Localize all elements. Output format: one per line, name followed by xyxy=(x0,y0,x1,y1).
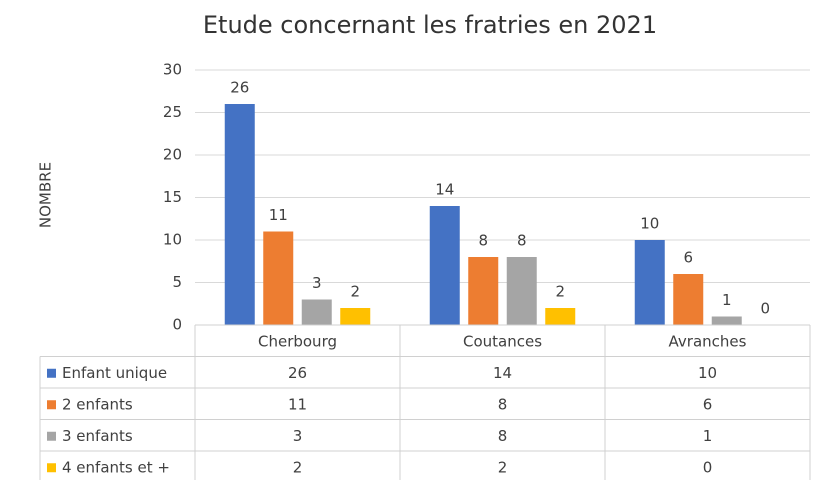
data-label: 3 xyxy=(312,274,322,292)
bar xyxy=(711,316,742,325)
table-cell: 6 xyxy=(703,395,713,413)
data-label: 10 xyxy=(640,215,659,233)
data-label: 1 xyxy=(722,291,732,309)
y-axis-label: NOMBRE xyxy=(37,162,55,228)
x-tick-label: Avranches xyxy=(669,332,747,350)
bar xyxy=(673,274,704,325)
table-cell: 8 xyxy=(498,395,508,413)
y-tick-label: 0 xyxy=(172,316,182,334)
y-tick-label: 20 xyxy=(163,146,182,164)
y-tick-label: 5 xyxy=(172,273,182,291)
table-cell: 10 xyxy=(698,364,717,382)
x-tick-label: Coutances xyxy=(463,332,542,350)
table-cell: 0 xyxy=(703,458,713,476)
table-cell: 11 xyxy=(288,395,307,413)
data-label: 11 xyxy=(269,206,288,224)
y-tick-label: 10 xyxy=(163,231,182,249)
legend-label: 4 enfants et + xyxy=(62,458,170,476)
bar xyxy=(429,206,460,325)
table-cell: 3 xyxy=(293,427,303,445)
data-label: 0 xyxy=(760,300,770,318)
bar xyxy=(340,308,371,325)
bar xyxy=(545,308,576,325)
table-cell: 2 xyxy=(498,458,508,476)
bar xyxy=(224,104,255,325)
table-cell: 26 xyxy=(288,364,307,382)
bar xyxy=(634,240,665,325)
data-label: 2 xyxy=(350,283,360,301)
legend-label: Enfant unique xyxy=(62,364,167,382)
y-tick-label: 15 xyxy=(163,188,182,206)
table-cell: 1 xyxy=(703,427,713,445)
legend-swatch xyxy=(47,431,56,441)
table-cell: 2 xyxy=(293,458,303,476)
data-label: 8 xyxy=(478,232,488,250)
legend-swatch xyxy=(47,400,56,410)
bar xyxy=(263,231,294,325)
legend-label: 3 enfants xyxy=(62,427,133,445)
bar xyxy=(301,299,332,325)
table-cell: 14 xyxy=(493,364,512,382)
x-tick-label: Cherbourg xyxy=(258,332,337,350)
y-tick-label: 25 xyxy=(163,103,182,121)
bar xyxy=(468,257,499,325)
legend-swatch xyxy=(47,463,56,473)
table-cell: 8 xyxy=(498,427,508,445)
data-label: 6 xyxy=(683,249,693,267)
y-tick-label: 30 xyxy=(163,61,182,79)
data-label: 14 xyxy=(435,181,454,199)
legend-label: 2 enfants xyxy=(62,395,133,413)
chart-title: Etude concernant les fratries en 2021 xyxy=(203,11,657,39)
bar xyxy=(506,257,537,325)
legend-swatch xyxy=(47,368,56,378)
data-label: 2 xyxy=(555,283,565,301)
data-label: 26 xyxy=(230,79,249,97)
data-label: 8 xyxy=(517,232,527,250)
